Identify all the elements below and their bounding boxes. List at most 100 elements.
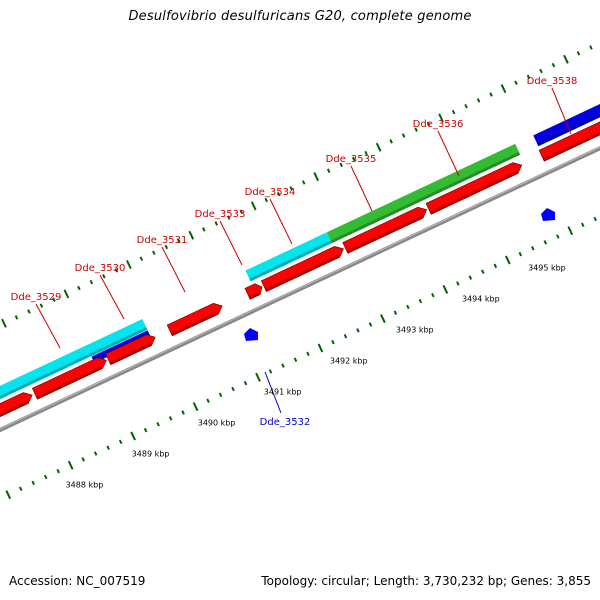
outer-tick-row	[1, 45, 593, 328]
inner-tick	[493, 263, 498, 269]
inner-tick	[5, 490, 12, 500]
outer-tick	[239, 209, 244, 215]
cds-arrow	[260, 246, 344, 293]
outer-tick	[102, 274, 106, 279]
outer-tick	[539, 68, 543, 74]
outer-tick	[1, 318, 7, 328]
cds-arrow-shade	[429, 170, 518, 215]
inner-tick	[156, 421, 160, 427]
outer-tick	[89, 279, 94, 285]
cds-arrow	[31, 357, 107, 400]
outer-tick	[126, 260, 132, 270]
inner-tick	[393, 310, 398, 316]
scale-labels: 3488 kbp 3489 kbp 3490 kbp 3491 kbp 3492 kbp…	[66, 263, 566, 489]
gene-label: Dde_3536	[413, 119, 464, 130]
scale-label: 3490 kbp	[198, 418, 236, 427]
inner-tick	[192, 402, 199, 412]
cds-arrow	[166, 302, 223, 337]
label-leaders	[35, 87, 572, 414]
outer-tick	[63, 289, 70, 299]
cds-track	[0, 121, 600, 418]
outer-tick	[27, 309, 31, 314]
cds-arrow-shade	[36, 365, 103, 400]
outer-tick	[264, 197, 268, 203]
scale-label: 3494 kbp	[462, 294, 500, 303]
outer-tick	[326, 168, 331, 173]
reverse-cds-marker	[541, 208, 555, 221]
cog-bar-green-shade	[330, 152, 521, 244]
leader-line	[264, 371, 282, 414]
inner-tick	[418, 298, 423, 304]
gene-labels: Dde_3529 Dde_3530 Dde_3531 Dde_3532 Dde_3533…	[11, 76, 578, 428]
cog-bar-cyan	[245, 232, 332, 282]
outer-tick	[202, 227, 206, 232]
outer-tick	[14, 315, 19, 320]
outer-tick	[576, 51, 581, 56]
scale-label: 3495 kbp	[528, 263, 566, 272]
cog-bar-blue	[533, 104, 600, 147]
scale-label: 3492 kbp	[330, 356, 368, 365]
scale-label: 3493 kbp	[396, 325, 434, 334]
scale-label: 3488 kbp	[66, 481, 104, 490]
outer-tick	[389, 139, 393, 144]
gene-label: Dde_3534	[245, 187, 296, 198]
inner-tick	[580, 222, 585, 228]
gene-label: Dde_3532	[260, 417, 311, 428]
inner-tick	[293, 357, 298, 362]
outer-tick	[301, 180, 306, 185]
inner-tick	[481, 269, 485, 274]
inner-tick	[268, 369, 273, 374]
leader-line	[350, 165, 373, 212]
outer-tick	[77, 285, 81, 291]
inner-tick	[143, 427, 148, 433]
outer-tick	[464, 103, 468, 109]
inner-tick	[543, 240, 548, 245]
inner-tick	[306, 351, 310, 357]
cog-bar-cyan-shade	[249, 240, 332, 282]
outer-tick	[526, 74, 531, 80]
outer-tick	[339, 162, 343, 168]
outer-tick	[289, 186, 293, 191]
inner-tick	[281, 363, 285, 368]
outer-tick	[426, 121, 431, 127]
inner-tick	[380, 314, 386, 324]
inner-tick	[81, 457, 85, 462]
gene-label: Dde_3533	[195, 209, 246, 220]
inner-tick	[56, 468, 60, 474]
outer-tick	[351, 156, 356, 162]
outer-tick	[414, 127, 418, 132]
inner-tick	[567, 226, 574, 236]
inner-tick	[18, 486, 23, 491]
outer-tick	[476, 98, 481, 103]
inner-tick	[431, 292, 435, 298]
outer-tick	[313, 172, 320, 182]
outer-tick	[114, 268, 119, 273]
gene-label: Dde_3530	[75, 263, 126, 274]
inner-tick	[406, 304, 410, 310]
cds-arrow-shade	[248, 291, 261, 300]
outer-tick	[152, 250, 156, 256]
inner-tick	[206, 398, 210, 404]
inner-tick	[31, 480, 35, 486]
inner-tick	[468, 275, 473, 280]
cds-arrow	[342, 206, 428, 254]
outer-tick	[500, 84, 507, 94]
cds-arrow-shade	[0, 400, 29, 417]
gene-label: Dde_3529	[11, 292, 62, 303]
inner-tick	[181, 410, 185, 415]
cds-arrow-shade	[542, 131, 600, 162]
outer-tick	[375, 142, 382, 152]
outer-tick	[177, 238, 181, 244]
inner-tick	[368, 322, 373, 327]
outer-tick	[139, 256, 144, 261]
scale-label: 3489 kbp	[132, 450, 170, 459]
outer-tick	[589, 45, 593, 50]
inner-tick	[243, 380, 248, 386]
outer-tick	[227, 215, 231, 220]
inner-tick	[593, 216, 597, 222]
inner-tick	[106, 445, 110, 450]
cds-arrow	[0, 392, 33, 418]
gene-label: Dde_3538	[527, 76, 578, 87]
cog-bar-cyan-shade	[0, 354, 90, 400]
